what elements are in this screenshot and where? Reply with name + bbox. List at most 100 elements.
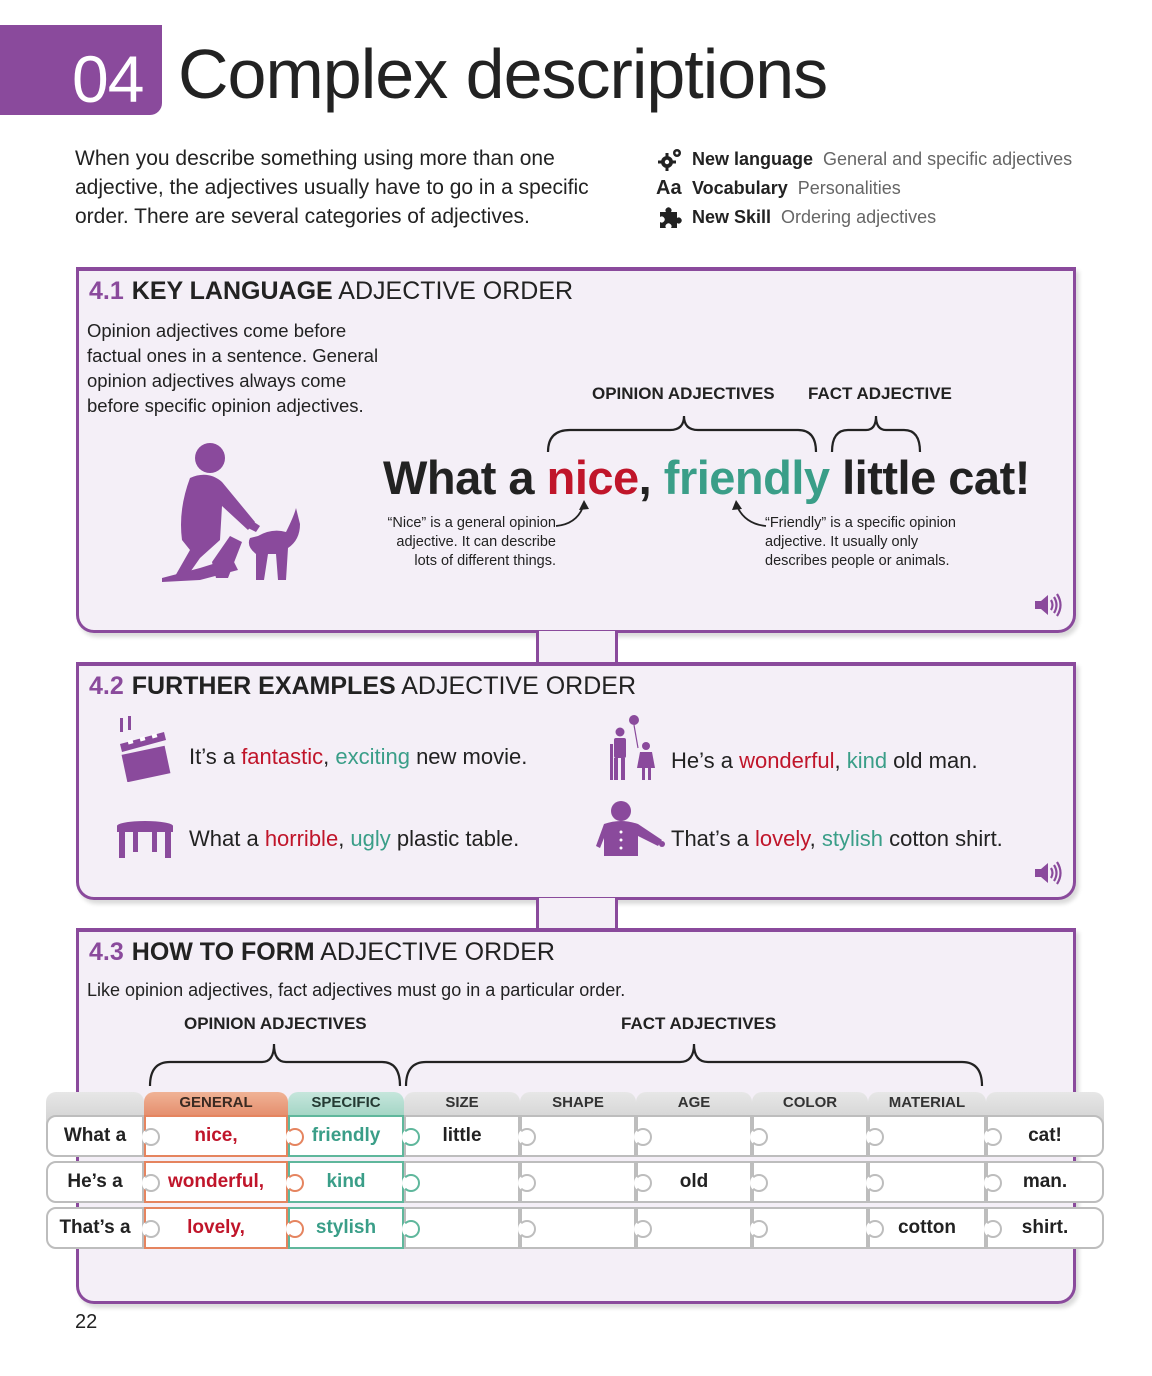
table-general-cell: nice, bbox=[142, 1115, 288, 1157]
meta-key: New Skill bbox=[692, 206, 772, 227]
example-sentence: It’s a fantastic, exciting new movie. bbox=[189, 744, 527, 770]
section-further-examples: 4.2 FURTHER EXAMPLES ADJECTIVE ORDER bbox=[76, 662, 1076, 900]
specific-adjective: kind bbox=[846, 748, 888, 773]
table-shape-cell bbox=[518, 1115, 636, 1157]
col-header-general: GENERAL bbox=[144, 1092, 288, 1128]
table-brace-lines bbox=[148, 1043, 984, 1087]
puzzle-knob bbox=[286, 1220, 304, 1238]
section-description: Opinion adjectives come before factual o… bbox=[87, 320, 379, 416]
section-heading: 4.2 FURTHER EXAMPLES ADJECTIVE ORDER bbox=[89, 672, 636, 701]
cell-text: What a bbox=[63, 1125, 127, 1146]
meta-value: Ordering adjectives bbox=[781, 206, 937, 227]
specific-adjective: ugly bbox=[350, 826, 391, 851]
section-heading: 4.1 KEY LANGUAGE ADJECTIVE ORDER bbox=[89, 277, 573, 306]
cell-text: lovely, bbox=[187, 1217, 245, 1238]
puzzle-knob bbox=[286, 1174, 304, 1192]
example-comma: , bbox=[809, 826, 822, 851]
chapter-number-box: 04 bbox=[0, 25, 162, 116]
table-specific-cell: kind bbox=[286, 1161, 404, 1203]
meta-new-language: New language General and specific adject… bbox=[656, 146, 1072, 172]
puzzle-icon bbox=[660, 207, 682, 228]
note-general: “Nice” is a general opinion adjective. I… bbox=[387, 515, 556, 569]
example-sentence: That’s a lovely, stylish cotton shirt. bbox=[671, 826, 1003, 852]
table-color-cell bbox=[750, 1207, 868, 1249]
specific-adjective: exciting bbox=[335, 744, 410, 769]
table-age-cell bbox=[634, 1115, 752, 1157]
specific-adjective: stylish bbox=[821, 826, 883, 851]
puzzle-knob bbox=[142, 1220, 160, 1238]
table-row-start: That’s a bbox=[46, 1207, 144, 1249]
table-size-cell bbox=[402, 1161, 520, 1203]
panel-connector bbox=[536, 898, 618, 932]
cell-text: shirt. bbox=[1021, 1217, 1069, 1238]
arrow-to-nice bbox=[555, 500, 589, 527]
table-age-cell bbox=[634, 1207, 752, 1249]
cell-text: He’s a bbox=[67, 1171, 123, 1192]
cell-text: friendly bbox=[311, 1125, 381, 1146]
aa-icon: Aa bbox=[656, 177, 682, 199]
table-row-start: What a bbox=[46, 1115, 144, 1157]
speaker-icon[interactable] bbox=[1033, 860, 1063, 886]
arrow-to-friendly bbox=[732, 500, 767, 527]
table-size-cell bbox=[402, 1207, 520, 1249]
puzzle-knob bbox=[286, 1128, 304, 1146]
section-number: 4.2 bbox=[89, 672, 124, 700]
gears-icon bbox=[658, 149, 681, 171]
meta-key: Vocabulary bbox=[692, 177, 788, 198]
section-heading-rest: ADJECTIVE ORDER bbox=[401, 672, 637, 700]
puzzle-knob bbox=[518, 1128, 536, 1146]
table-material-cell bbox=[866, 1161, 986, 1203]
puzzle-knob bbox=[750, 1128, 768, 1146]
general-adjective: nice bbox=[546, 451, 640, 504]
section-heading-rest: ADJECTIVE ORDER bbox=[320, 938, 555, 966]
cell-text: man. bbox=[1022, 1171, 1068, 1192]
meta-new-skill: New Skill Ordering adjectives bbox=[656, 204, 936, 230]
panel-connector bbox=[536, 631, 618, 665]
page-title: Complex descriptions bbox=[178, 35, 828, 113]
sentence-comma: , bbox=[638, 451, 664, 504]
sentence-start: What a bbox=[383, 451, 547, 504]
meta-value: Personalities bbox=[797, 177, 901, 198]
meta-vocabulary: Aa Vocabulary Personalities bbox=[656, 175, 901, 201]
person-petting-cat-icon bbox=[162, 443, 300, 582]
general-adjective: horrible bbox=[264, 826, 339, 851]
example-sentence: He’s a wonderful, kind old man. bbox=[671, 748, 978, 774]
puzzle-knob bbox=[634, 1220, 652, 1238]
table-color-cell bbox=[750, 1161, 868, 1203]
puzzle-knob bbox=[634, 1174, 652, 1192]
opinion-adjectives-label: OPINION ADJECTIVES bbox=[592, 384, 775, 403]
table-material-cell: cotton bbox=[866, 1207, 986, 1249]
table-color-cell bbox=[750, 1115, 868, 1157]
meta-value: General and specific adjectives bbox=[823, 148, 1073, 169]
section-heading-bold: FURTHER EXAMPLES bbox=[131, 672, 396, 700]
example-start: What a bbox=[189, 826, 265, 851]
puzzle-knob bbox=[866, 1128, 884, 1146]
table-row-start: He’s a bbox=[46, 1161, 144, 1203]
puzzle-knob bbox=[142, 1128, 160, 1146]
cell-text: old bbox=[679, 1171, 709, 1192]
table-shape-cell bbox=[518, 1207, 636, 1249]
fact-adjectives-label: FACT ADJECTIVES bbox=[621, 1014, 777, 1033]
table-shape-cell bbox=[518, 1161, 636, 1203]
section-number: 4.1 bbox=[89, 277, 124, 305]
cell-text: stylish bbox=[315, 1217, 377, 1238]
cell-text: cotton bbox=[897, 1217, 957, 1238]
puzzle-knob bbox=[750, 1174, 768, 1192]
sentence-rest: little cat! bbox=[829, 451, 1030, 504]
page-number: 22 bbox=[75, 1311, 98, 1333]
section-heading-rest: ADJECTIVE ORDER bbox=[338, 277, 574, 305]
section-heading-bold: KEY LANGUAGE bbox=[131, 277, 333, 305]
general-adjective: wonderful bbox=[739, 748, 835, 773]
puzzle-knob bbox=[634, 1128, 652, 1146]
puzzle-knob bbox=[984, 1174, 1002, 1192]
opinion-adjectives-label: OPINION ADJECTIVES bbox=[184, 1014, 367, 1033]
example-comma: , bbox=[834, 748, 847, 773]
puzzle-knob bbox=[402, 1174, 420, 1192]
table-size-cell: little bbox=[402, 1115, 520, 1157]
example-rest: cotton shirt. bbox=[882, 826, 1003, 851]
speaker-icon[interactable] bbox=[1033, 592, 1063, 618]
specific-adjective: friendly bbox=[663, 451, 830, 504]
puzzle-knob bbox=[142, 1174, 160, 1192]
example-start: That’s a bbox=[671, 826, 755, 851]
cell-text: kind bbox=[326, 1171, 366, 1192]
